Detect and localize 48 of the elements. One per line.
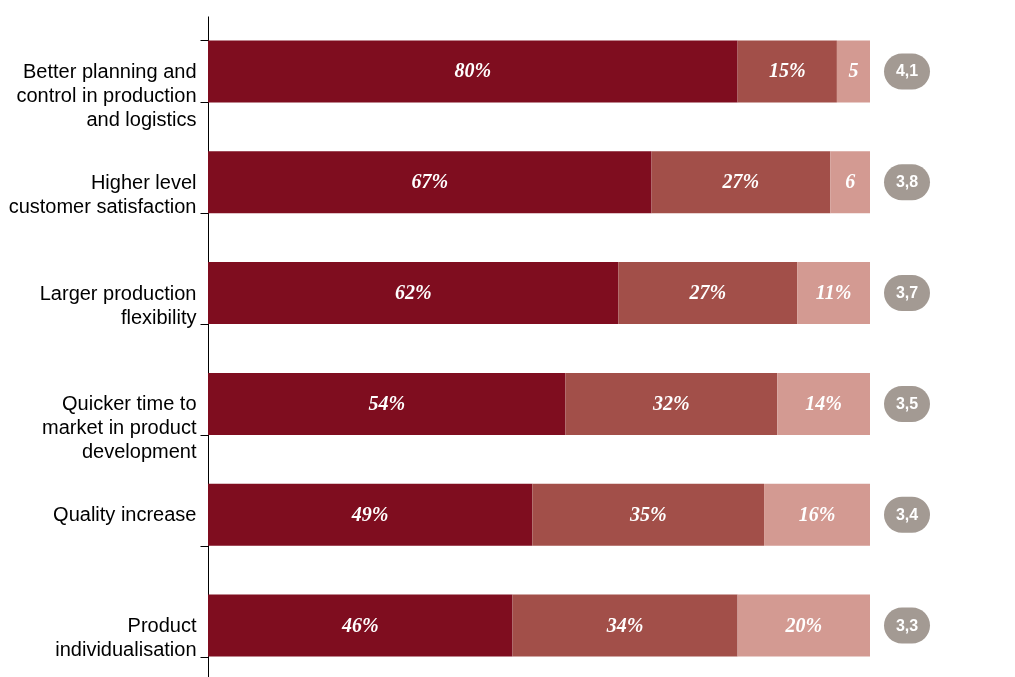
data-label: 5 — [848, 59, 859, 82]
bar — [797, 262, 870, 325]
bar — [764, 483, 870, 546]
bar — [651, 151, 831, 214]
bar — [737, 594, 870, 657]
data-label: 16% — [798, 502, 836, 525]
bar — [565, 372, 778, 435]
y-tick-label: Quicker time to market in product development — [41, 392, 197, 463]
text: 4,1 — [895, 62, 919, 80]
data-label: 27% — [721, 170, 760, 193]
bar — [836, 40, 870, 103]
data-label: 49% — [350, 502, 389, 525]
data-label: 32% — [652, 391, 690, 414]
bar — [830, 151, 870, 214]
data-label: 35% — [628, 502, 667, 525]
bar — [208, 483, 533, 546]
data-label: 11% — [815, 281, 852, 304]
bar — [208, 372, 566, 435]
data-label: 54% — [368, 391, 406, 414]
data-label: 6 — [845, 170, 856, 193]
y-tick-label: Quality increase — [53, 503, 197, 526]
data-label: 67% — [411, 170, 449, 193]
data-label: 34% — [605, 613, 644, 636]
bar — [777, 372, 870, 435]
y-tick-label: Larger production flexibility — [39, 281, 197, 328]
bar — [618, 262, 798, 325]
text: 3,3 — [895, 616, 919, 634]
bar — [208, 40, 738, 103]
text: 3,5 — [895, 394, 919, 412]
bar — [512, 594, 738, 657]
data-label: 80% — [454, 59, 492, 82]
data-label: 27% — [688, 281, 727, 304]
bar — [208, 151, 652, 214]
data-label: 20% — [784, 613, 823, 636]
bar — [208, 594, 513, 657]
data-label: 46% — [340, 613, 379, 636]
bar — [737, 40, 837, 103]
data-label: 15% — [768, 59, 806, 82]
data-label: 62% — [394, 281, 432, 304]
bar — [532, 483, 765, 546]
text: 3,7 — [895, 284, 919, 302]
text: 3,8 — [895, 173, 919, 191]
y-tick-label: Better planning and control in production and logistics — [16, 59, 197, 130]
text: 3,4 — [895, 505, 919, 523]
y-tick-label: Product individualisation — [55, 614, 197, 661]
bar — [208, 262, 619, 325]
y-tick-label: Higher level customer satisfaction — [8, 170, 197, 217]
data-label: 14% — [805, 391, 842, 414]
